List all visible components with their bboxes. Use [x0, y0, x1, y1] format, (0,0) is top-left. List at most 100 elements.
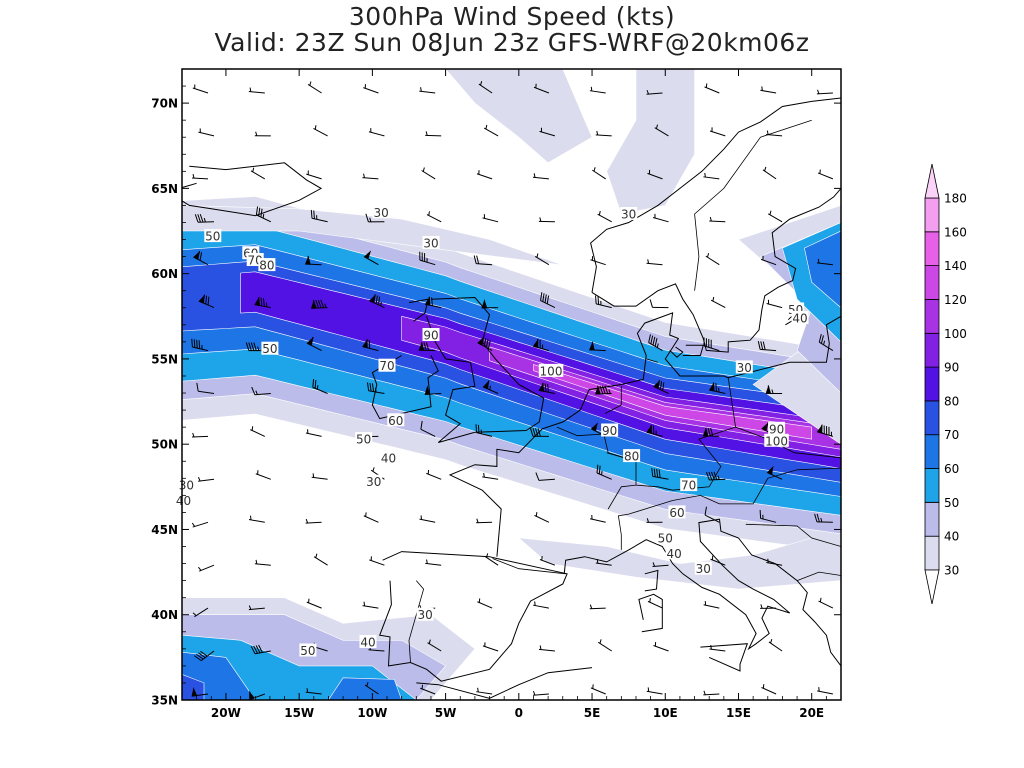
wind-barb [255, 206, 272, 223]
wind-barb [425, 559, 442, 566]
wind-barb [816, 258, 833, 266]
colorbar-label: 80 [944, 394, 959, 408]
wind-barb [312, 378, 328, 394]
wind-barb [305, 429, 322, 437]
wind-barb [534, 253, 550, 266]
wind-barb [307, 81, 322, 94]
contour-label: 90 [769, 422, 784, 436]
wind-barb [482, 472, 499, 480]
wind-barb [311, 473, 328, 480]
wind-barb [709, 127, 726, 137]
contour-label-bg [768, 421, 786, 435]
axis-ticks: 20W 15W 10W 5W 0 5E 10E 15E 20E 35N 40N 45N 50N 55N 60… [151, 69, 841, 720]
colorbar-swatch [924, 299, 940, 334]
wind-barb [419, 515, 436, 523]
contour-label: 50 [658, 532, 673, 546]
wind-barb [476, 170, 493, 180]
contour-label: 90 [602, 424, 617, 438]
wind-barb [704, 506, 720, 523]
wind-barb [362, 173, 379, 180]
wind-barb [539, 556, 556, 566]
colorbar-swatch [924, 535, 940, 571]
wind-barb [818, 333, 834, 352]
wind-barb [705, 253, 720, 266]
coastline-6 [591, 188, 841, 353]
contour-label-bg [299, 643, 317, 657]
wind-barb [368, 128, 385, 137]
wind-speed-contour-fills [182, 69, 841, 700]
contour-label-bg [620, 207, 638, 220]
wind-barb [248, 515, 265, 523]
contour-label-bg [764, 433, 789, 447]
wind-barb [363, 84, 379, 94]
wind-barb [305, 688, 322, 695]
wind-barb [535, 472, 555, 481]
wind-barb [418, 341, 436, 352]
wind-barb [589, 514, 606, 523]
lon-tick-label: 10E [653, 706, 678, 720]
wind-barb [255, 470, 271, 480]
wind-barb [245, 342, 265, 352]
border-11 [605, 386, 622, 414]
contour-label-bg [261, 341, 279, 355]
wind-barb [759, 509, 777, 523]
contour-region-11 [328, 677, 403, 700]
colorbar-label: 160 [944, 225, 967, 239]
colorbar-label: 60 [944, 462, 959, 476]
lat-tick-label: 50N [151, 438, 178, 452]
wind-barb [362, 601, 379, 609]
wind-barb [652, 562, 669, 568]
wind-barb [766, 299, 783, 309]
wind-barb [482, 642, 499, 652]
wind-barb [424, 385, 442, 395]
wind-barb [419, 251, 436, 266]
wind-barb [533, 601, 549, 609]
wind-barb [313, 125, 328, 137]
colorbar-swatch [924, 265, 940, 300]
wind-barb [646, 90, 663, 95]
lon-tick-label: 5W [435, 706, 457, 720]
wind-barb [538, 382, 555, 394]
wind-barb [191, 338, 209, 352]
wind-barb [538, 645, 555, 652]
wind-barb [191, 686, 209, 697]
contour-label: 30 [621, 208, 636, 222]
wind-barb [703, 337, 720, 352]
colorbar-label: 180 [944, 192, 967, 206]
coastline-15 [408, 298, 429, 322]
lat-tick-label: 45N [151, 523, 178, 537]
contour-label-bg [623, 449, 641, 463]
contour-label-bg [355, 432, 373, 446]
lat-tick-label: 55N [151, 352, 178, 366]
wind-barb [595, 295, 612, 309]
wind-barb [477, 598, 493, 609]
colorbar-label: 50 [944, 496, 959, 510]
wind-barb [595, 385, 612, 395]
colorbar-label: 40 [944, 530, 959, 544]
wind-barb [483, 124, 499, 137]
colorbar-legend: 30 40 50 60 70 80 90 100 120 140 160 180 [924, 163, 967, 605]
wind-barb [191, 432, 209, 438]
contour-label: 30 [696, 562, 711, 576]
contour-label-bg [258, 258, 276, 272]
contour-label-bg [735, 360, 753, 374]
coastline-12 [682, 344, 704, 356]
contour-label: 60 [388, 414, 403, 428]
wind-barb [649, 299, 669, 309]
wind-barb [248, 605, 265, 611]
wind-barb [589, 86, 606, 94]
wind-barb [762, 166, 777, 180]
wind-barb [653, 641, 669, 652]
wind-barb [761, 684, 777, 695]
wind-barb [532, 691, 549, 696]
wind-barb [816, 89, 833, 95]
contour-label-bg [601, 423, 619, 437]
contour-label: 70 [379, 359, 394, 373]
colorbar-label: 100 [944, 327, 967, 341]
lat-tick-label: 70N [151, 97, 178, 111]
contour-region-13 [517, 537, 841, 590]
contour-region-1 [606, 69, 695, 215]
contour-label: 100 [765, 434, 788, 448]
wind-barb [760, 255, 777, 266]
wind-barb [703, 172, 720, 180]
